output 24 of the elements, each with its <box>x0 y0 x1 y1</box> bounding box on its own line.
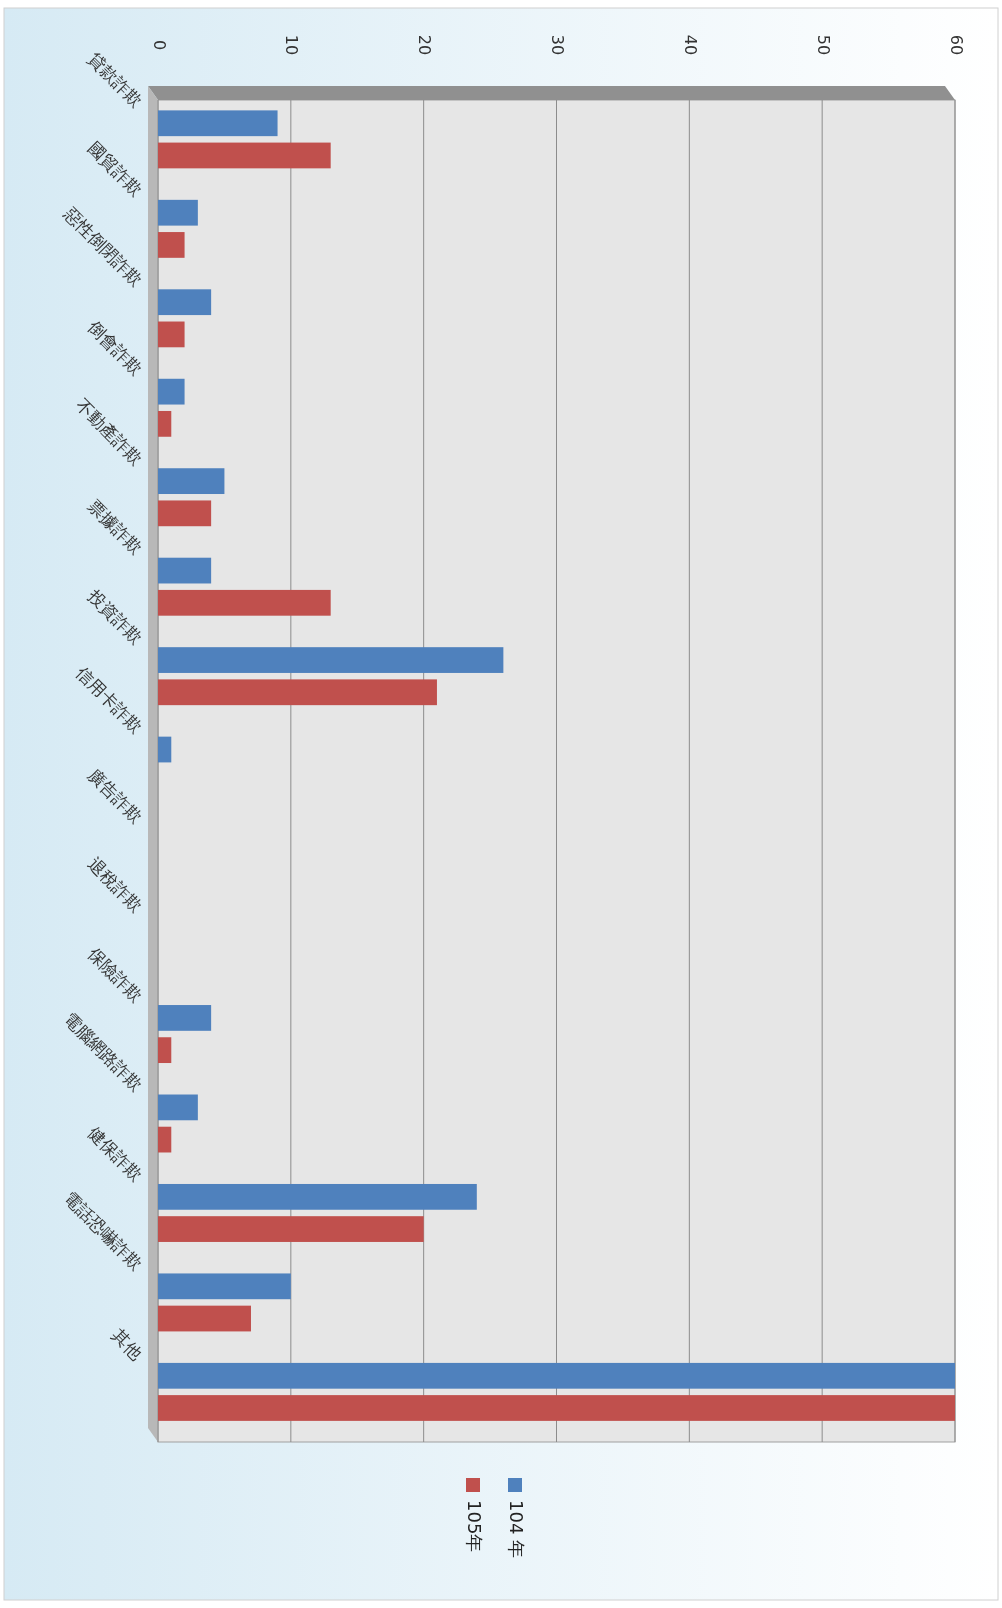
legend-label: 105年 <box>464 1500 485 1553</box>
y-tick-label: 電腦網路詐欺 <box>60 1008 147 1095</box>
y-tick-label: 投資詐欺 <box>83 584 147 648</box>
legend-label: 104 年 <box>506 1500 527 1559</box>
y-tick-label: 退稅詐欺 <box>84 853 147 917</box>
x-tick-label: 30 <box>548 34 567 56</box>
y-tick-label: 廣告詐欺 <box>84 764 147 827</box>
y-tick-label: 倒會詐欺 <box>84 317 147 380</box>
y-tick-label: 電話恐嚇詐欺 <box>60 1187 147 1274</box>
x-tick-label: 60 <box>946 34 966 56</box>
x-tick-label: 0 <box>149 39 169 51</box>
y-tick-label: 惡性倒閉詐欺 <box>59 202 147 290</box>
x-tick-label: 50 <box>813 34 833 56</box>
y-tick-label: 票據詐欺 <box>84 495 147 559</box>
y-tick-label: 保險詐欺 <box>84 943 147 1006</box>
y-tick-label: 貸款詐欺 <box>84 48 147 111</box>
x-tick-label: 10 <box>282 34 302 56</box>
y-tick-label: 不動產詐欺 <box>72 394 147 469</box>
y-tick-label: 健保詐欺 <box>84 1122 147 1185</box>
y-tick-label: 信用卡詐欺 <box>72 662 147 738</box>
x-tick-label: 20 <box>415 34 435 56</box>
y-tick-label: 國貿詐欺 <box>84 138 147 201</box>
x-tick-label: 40 <box>680 34 700 56</box>
y-tick-label: 其他 <box>108 1325 147 1364</box>
